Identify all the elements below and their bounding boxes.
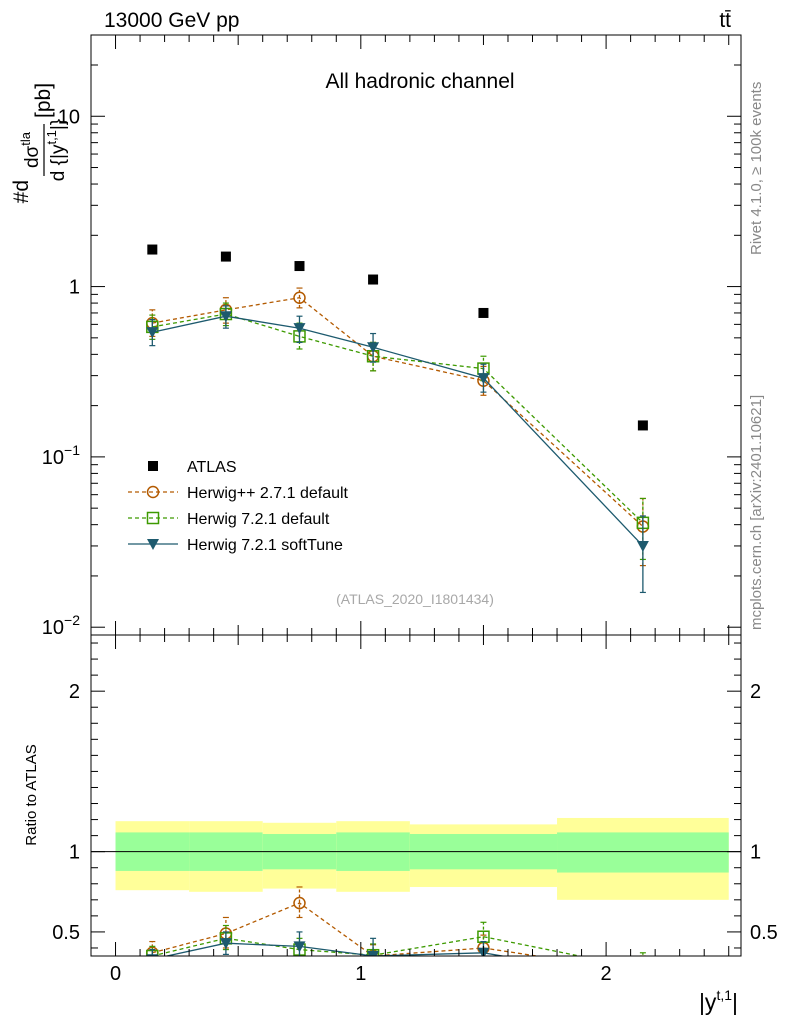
- legend-label-softtune: Herwig 7.2.1 softTune: [187, 537, 343, 554]
- main-point-softtune: [367, 342, 380, 354]
- legend: ATLAS Herwig++ 2.7.1 default Herwig 7.2.1 …: [128, 459, 349, 554]
- process-label: tt̄: [719, 9, 731, 32]
- legend-label-atlas: ATLAS: [187, 459, 237, 476]
- main-point-atlas: [147, 244, 158, 255]
- legend-marker-herwigpp: [146, 485, 160, 499]
- main-series-softtune: [146, 305, 649, 594]
- ratio-frame: [90, 634, 742, 957]
- ylabel-denominator: d {|yt,1|}: [44, 119, 69, 181]
- ratio-series-herwig721: [146, 921, 648, 974]
- ylabel-unit: [pb]: [32, 83, 55, 118]
- ratio-y-tick-label-left: 0.5: [52, 922, 80, 944]
- main-point-atlas: [368, 274, 379, 285]
- ratio-y-tick-label-right: 2: [750, 681, 761, 703]
- ratio-y-tick-label-right: 0.5: [750, 922, 778, 944]
- legend-entry-herwigpp: Herwig++ 2.7.1 default: [128, 485, 349, 502]
- ratio-point-softtune: [637, 975, 649, 986]
- ratio-y-tick-label-right: 1: [750, 842, 761, 864]
- main-point-atlas: [294, 261, 305, 272]
- ratio-y-axis-label: Ratio to ATLAS: [23, 744, 40, 845]
- legend-entry-herwig721: Herwig 7.2.1 default: [128, 511, 330, 528]
- ratio-y-tick-label-left: 1: [69, 842, 80, 864]
- ratio-point-softtune: [219, 938, 232, 950]
- main-point-softtune: [146, 327, 159, 339]
- main-point-softtune: [219, 311, 232, 323]
- rivet-version-label: Rivet 4.1.0, ≥ 100k events: [748, 82, 765, 255]
- main-series: [146, 244, 650, 594]
- main-axes: 10−2 10−1 1 10: [42, 34, 741, 639]
- main-y-tick-label: 10: [58, 106, 80, 128]
- ylabel-prefix: #d: [10, 180, 33, 203]
- legend-marker-herwig721: [146, 511, 160, 525]
- main-point-atlas: [478, 307, 489, 318]
- ratio-y-tick-label-left: 2: [69, 681, 80, 703]
- chart-title: All hadronic channel: [325, 70, 514, 93]
- analysis-watermark: (ATLAS_2020_I1801434): [336, 591, 494, 607]
- ratio-series-herwigpp: [146, 886, 648, 978]
- energy-label: 13000 GeV pp: [104, 9, 239, 32]
- main-point-softtune: [477, 373, 490, 385]
- ratio-point-herwigpp: [293, 896, 306, 910]
- legend-entry-atlas: ATLAS: [148, 459, 237, 476]
- main-y-tick-label: 10−2: [42, 612, 80, 639]
- x-tick-label: 2: [601, 963, 612, 985]
- ratio-axes: 0.5 0.5 1 1 2 2 0 1 2: [52, 635, 778, 985]
- main-point-softtune: [636, 540, 649, 552]
- ratio-point-softtune: [367, 951, 380, 956]
- ratio-line-herwig721: [152, 936, 583, 956]
- ratio-series-softtune: [146, 931, 649, 986]
- main-y-tick-label: 1: [69, 277, 80, 299]
- ratio-point-herwigpp: [637, 967, 648, 978]
- main-point-herwigpp: [293, 291, 306, 304]
- main-y-tick-label: 10−1: [42, 442, 80, 469]
- ratio-point-softtune: [293, 941, 306, 953]
- ratio-series: [146, 886, 649, 986]
- legend-entry-softtune: Herwig 7.2.1 softTune: [128, 537, 343, 554]
- ylabel-numerator: dσtla: [18, 131, 43, 168]
- main-series-atlas: [147, 244, 648, 431]
- legend-marker-atlas: [148, 461, 158, 471]
- mcplots-label: mcplots.cern.ch [arXiv:2401.10621]: [748, 395, 765, 630]
- ratio-line-herwigpp: [152, 902, 541, 956]
- main-y-axis-label: #d dσtla d {|yt,1|} [pb]: [10, 83, 69, 203]
- main-line-softtune: [152, 315, 644, 547]
- ratio-uncertainty-bands: [91, 817, 741, 900]
- x-tick-label: 0: [110, 963, 121, 985]
- main-point-softtune: [293, 323, 306, 335]
- x-tick-label: 1: [355, 963, 366, 985]
- main-line-herwigpp: [152, 297, 644, 527]
- main-line-herwig721: [152, 313, 644, 524]
- legend-label-herwigpp: Herwig++ 2.7.1 default: [187, 485, 349, 502]
- ratio-band-inner: [557, 832, 729, 873]
- legend-label-herwig721: Herwig 7.2.1 default: [187, 511, 330, 528]
- main-point-atlas: [637, 420, 648, 431]
- legend-marker-softtune: [147, 539, 159, 550]
- x-axis-label: |yt,1|: [699, 987, 738, 1015]
- ratio-point-herwig721: [637, 963, 648, 974]
- main-point-atlas: [220, 251, 231, 262]
